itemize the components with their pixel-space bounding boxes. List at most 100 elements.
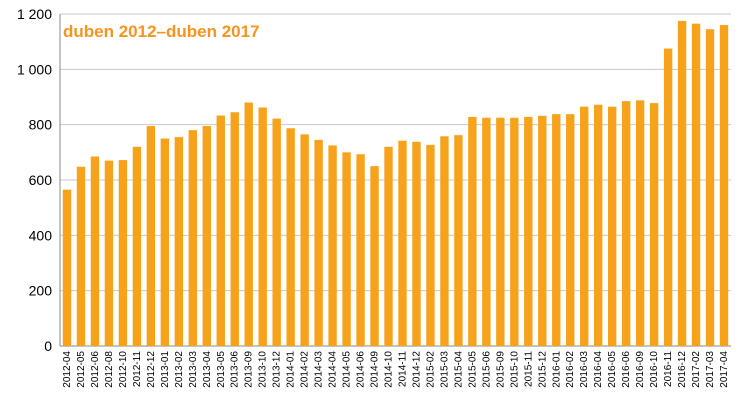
x-tick-label: 2014-11 bbox=[397, 351, 408, 387]
y-tick-label: 600 bbox=[29, 172, 53, 188]
x-tick-label: 2014-06 bbox=[356, 351, 367, 388]
bar bbox=[384, 146, 393, 346]
x-tick-label: 2012-04 bbox=[62, 351, 73, 388]
x-tick-label: 2015-12 bbox=[537, 351, 548, 388]
x-tick-label: 2015-09 bbox=[495, 351, 506, 388]
x-tick-label: 2014-02 bbox=[300, 351, 311, 388]
y-tick-label: 400 bbox=[29, 227, 53, 243]
bar bbox=[719, 25, 729, 347]
x-tick-label: 2012-12 bbox=[146, 351, 157, 388]
y-tick-label: 800 bbox=[29, 117, 53, 133]
bar bbox=[370, 166, 379, 346]
x-tick-label: 2013-04 bbox=[202, 351, 213, 388]
bar bbox=[594, 104, 603, 346]
bar bbox=[440, 136, 449, 346]
x-tick-label: 2016-03 bbox=[579, 351, 590, 388]
x-tick-label: 2017-02 bbox=[691, 351, 702, 388]
x-tick-label: 2016-09 bbox=[635, 351, 646, 388]
bar bbox=[677, 20, 687, 347]
bar bbox=[356, 154, 365, 346]
x-tick-label: 2013-02 bbox=[174, 351, 185, 388]
x-tick-label: 2013-03 bbox=[188, 351, 199, 388]
bar bbox=[244, 102, 253, 347]
bar bbox=[635, 100, 645, 346]
x-tick-label: 2015-10 bbox=[509, 351, 520, 388]
x-tick-label: 2015-06 bbox=[481, 351, 492, 388]
bar bbox=[314, 139, 323, 346]
bar bbox=[90, 156, 100, 346]
bar bbox=[663, 48, 673, 346]
x-tick-label: 2012-08 bbox=[104, 351, 115, 388]
x-tick-label: 2014-05 bbox=[342, 351, 353, 388]
bar bbox=[216, 115, 225, 346]
y-tick-label: 1 200 bbox=[17, 6, 52, 22]
x-tick-label: 2016-06 bbox=[621, 351, 632, 388]
x-tick-label: 2014-03 bbox=[314, 351, 325, 388]
bar bbox=[454, 135, 463, 346]
x-tick-label: 2016-12 bbox=[677, 351, 688, 388]
x-tick-label: 2017-04 bbox=[719, 351, 730, 388]
x-tick-label: 2012-05 bbox=[76, 351, 87, 388]
x-tick-label: 2014-09 bbox=[370, 351, 381, 388]
x-tick-label: 2012-06 bbox=[90, 351, 101, 388]
bar bbox=[132, 146, 142, 346]
bar bbox=[524, 116, 533, 346]
bar bbox=[607, 106, 617, 346]
x-tick-label: 2013-10 bbox=[258, 351, 269, 388]
bar bbox=[566, 114, 575, 346]
bar bbox=[510, 117, 519, 346]
x-tick-label: 2016-05 bbox=[607, 351, 618, 388]
bar bbox=[272, 118, 281, 346]
bar bbox=[286, 128, 295, 346]
x-tick-label: 2012-10 bbox=[118, 351, 129, 388]
bar bbox=[62, 189, 72, 346]
x-tick-label: 2014-10 bbox=[384, 351, 395, 388]
x-tick-label: 2014-12 bbox=[411, 351, 422, 388]
x-tick-label: 2016-04 bbox=[593, 351, 604, 388]
bar bbox=[104, 160, 114, 346]
x-tick-label: 2015-11 bbox=[523, 351, 534, 387]
x-tick-label: 2013-12 bbox=[272, 351, 283, 388]
bar bbox=[412, 141, 421, 346]
x-tick-label: 2014-01 bbox=[286, 351, 297, 388]
y-tick-label: 200 bbox=[29, 283, 53, 299]
bar bbox=[482, 117, 491, 346]
x-tick-label: 2014-04 bbox=[328, 351, 339, 388]
bar bbox=[202, 126, 211, 346]
chart-title: duben 2012–duben 2017 bbox=[63, 22, 260, 41]
y-tick-label: 0 bbox=[44, 338, 52, 354]
bar bbox=[705, 29, 715, 346]
bar bbox=[258, 107, 267, 346]
bar bbox=[230, 112, 239, 346]
bar bbox=[146, 126, 156, 346]
bar bbox=[580, 106, 589, 346]
bar bbox=[160, 138, 170, 346]
x-tick-label: 2016-01 bbox=[551, 351, 562, 388]
y-tick-label: 1 000 bbox=[17, 61, 52, 77]
bar bbox=[398, 140, 407, 346]
bar bbox=[552, 114, 561, 346]
x-tick-label: 2013-06 bbox=[230, 351, 241, 388]
bar bbox=[342, 152, 351, 346]
x-tick-label: 2015-02 bbox=[425, 351, 436, 388]
x-tick-label: 2016-11 bbox=[663, 351, 674, 387]
x-tick-label: 2016-10 bbox=[649, 351, 660, 388]
x-tick-label: 2015-03 bbox=[439, 351, 450, 388]
bar bbox=[426, 144, 435, 346]
bar bbox=[300, 134, 309, 346]
bar bbox=[496, 117, 505, 346]
x-tick-label: 2013-05 bbox=[216, 351, 227, 388]
x-tick-label: 2015-05 bbox=[467, 351, 478, 388]
x-tick-label: 2016-02 bbox=[565, 351, 576, 388]
x-tick-label: 2013-01 bbox=[160, 351, 171, 388]
bar bbox=[621, 101, 631, 347]
bar bbox=[76, 166, 86, 346]
bar bbox=[328, 145, 337, 346]
bar bbox=[649, 103, 659, 346]
x-tick-label: 2017-03 bbox=[705, 351, 716, 388]
x-tick-label: 2015-04 bbox=[453, 351, 464, 388]
bar bbox=[188, 130, 197, 346]
bar bbox=[118, 160, 128, 346]
